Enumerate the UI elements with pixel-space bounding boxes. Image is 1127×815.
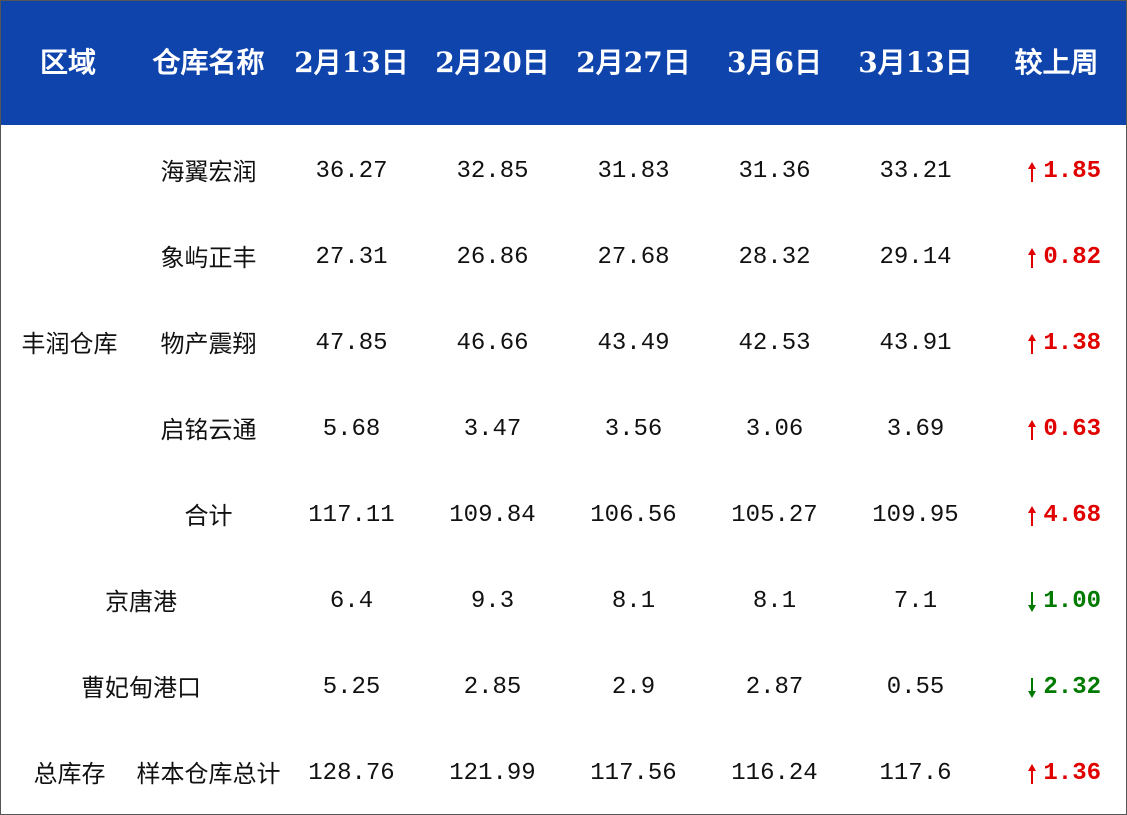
- value-cell: 28.32: [738, 244, 811, 271]
- change-arrow: [1028, 420, 1037, 440]
- value-cell: 31.36: [738, 158, 811, 185]
- change-value: 1.85: [1043, 158, 1101, 185]
- value-cell: 7.1: [893, 588, 938, 615]
- value-cell: 8.1: [752, 588, 797, 615]
- value-cell: 3.56: [604, 416, 663, 443]
- change-arrow: [1028, 162, 1037, 182]
- change-cell: 2.32: [986, 645, 1126, 731]
- value-cell: 117.11: [308, 502, 395, 529]
- region-name: 总库存: [33, 760, 106, 788]
- value-cell: 33.21: [879, 158, 952, 185]
- change-value: 1.38: [1043, 330, 1101, 357]
- value-cell: 3.47: [463, 416, 522, 443]
- change-arrow: [1028, 592, 1037, 612]
- change-cell: 1.36: [986, 731, 1126, 814]
- value-cell: 105.27: [731, 502, 818, 529]
- value-cell: 121.99: [449, 760, 536, 787]
- value-cell: 117.56: [590, 760, 677, 787]
- header-cell: 较上周: [1014, 46, 1099, 79]
- change-cell: 1.85: [986, 129, 1126, 215]
- warehouse-name: 样本仓库总计: [136, 760, 281, 788]
- value-cell: 27.31: [315, 244, 388, 271]
- warehouse-name: 京唐港: [105, 588, 177, 616]
- change-value: 1.00: [1043, 588, 1101, 615]
- warehouse-name: 曹妃甸港口: [81, 674, 201, 702]
- value-cell: 116.24: [731, 760, 818, 787]
- header-cell: 仓库名称: [152, 46, 265, 79]
- change-cell: 0.63: [986, 387, 1126, 473]
- change-cell: 1.38: [986, 301, 1126, 387]
- value-cell: 8.1: [611, 588, 656, 615]
- header-cell: 3月13日: [858, 46, 973, 79]
- change-value: 0.82: [1043, 244, 1101, 271]
- value-cell: 2.9: [611, 674, 656, 701]
- value-cell: 128.76: [308, 760, 395, 787]
- change-value: 4.68: [1043, 502, 1101, 529]
- change-cell: 1.00: [986, 559, 1126, 645]
- change-arrow: [1028, 334, 1037, 354]
- value-cell: 42.53: [738, 330, 811, 357]
- value-cell: 32.85: [456, 158, 529, 185]
- header-cell: 2月27日: [576, 46, 691, 79]
- value-cell: 5.25: [322, 674, 381, 701]
- value-cell: 106.56: [590, 502, 677, 529]
- warehouse-name: 物产震翔: [160, 330, 257, 358]
- value-cell: 5.68: [322, 416, 381, 443]
- value-cell: 0.55: [886, 674, 945, 701]
- change-arrow: [1028, 248, 1037, 268]
- value-cell: 109.95: [872, 502, 959, 529]
- value-cell: 46.66: [456, 330, 529, 357]
- change-cell: 4.68: [986, 473, 1126, 559]
- header-cell: 3月6日: [727, 46, 822, 79]
- value-cell: 43.91: [879, 330, 952, 357]
- value-cell: 2.85: [463, 674, 522, 701]
- change-value: 2.32: [1043, 674, 1101, 701]
- value-cell: 31.83: [597, 158, 670, 185]
- header-bar: [1, 1, 1126, 125]
- change-value: 1.36: [1043, 760, 1101, 787]
- warehouse-name: 合计: [184, 502, 233, 530]
- value-cell: 29.14: [879, 244, 952, 271]
- value-cell: 117.6: [879, 760, 952, 787]
- value-cell: 3.06: [745, 416, 804, 443]
- header-cell: 2月13日: [294, 46, 409, 79]
- value-cell: 26.86: [456, 244, 529, 271]
- value-cell: 27.68: [597, 244, 670, 271]
- change-arrow: [1028, 678, 1037, 698]
- value-cell: 47.85: [315, 330, 388, 357]
- warehouse-name: 启铭云通: [160, 416, 257, 444]
- header-cell: 区域: [39, 46, 96, 79]
- change-value: 0.63: [1043, 416, 1101, 443]
- change-arrow: [1028, 764, 1037, 784]
- change-arrow: [1028, 506, 1037, 526]
- value-cell: 9.3: [470, 588, 515, 615]
- warehouse-name: 海翼宏润: [160, 158, 257, 186]
- value-cell: 109.84: [449, 502, 536, 529]
- value-cell: 36.27: [315, 158, 388, 185]
- header-cell: 2月20日: [435, 46, 550, 79]
- value-cell: 6.4: [329, 588, 374, 615]
- change-cell: 0.82: [986, 215, 1126, 301]
- value-cell: 3.69: [886, 416, 945, 443]
- value-cell: 43.49: [597, 330, 670, 357]
- region-name: 丰润仓库: [21, 330, 118, 358]
- value-cell: 2.87: [745, 674, 804, 701]
- warehouse-name: 象屿正丰: [160, 244, 257, 272]
